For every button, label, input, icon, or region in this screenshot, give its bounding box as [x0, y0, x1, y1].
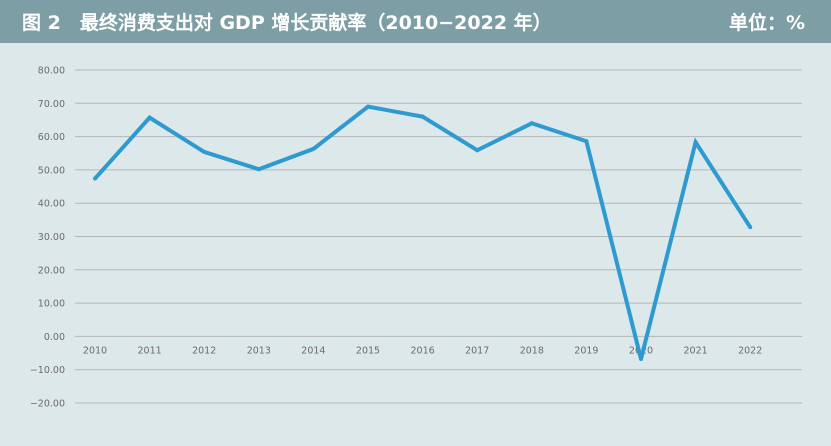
x-tick-label: 2010 — [83, 345, 107, 356]
x-tick-label: 2013 — [247, 345, 271, 356]
x-tick-label: 2017 — [465, 345, 489, 356]
data-point — [256, 167, 261, 172]
y-tick-label: 10.00 — [38, 299, 65, 310]
data-point — [147, 115, 152, 120]
chart-header: 图 2 最终消费支出对 GDP 增长贡献率（2010−2022 年） 单位：% — [0, 0, 831, 43]
data-point — [529, 121, 534, 126]
x-tick-label: 2015 — [356, 345, 380, 356]
y-tick-label: 60.00 — [38, 132, 65, 143]
chart-title: 图 2 最终消费支出对 GDP 增长贡献率（2010−2022 年） — [22, 12, 552, 34]
data-point — [639, 357, 643, 362]
data-point — [693, 140, 698, 145]
x-tick-label: 2019 — [574, 345, 598, 356]
data-point — [584, 139, 589, 144]
y-tick-label: 20.00 — [38, 265, 65, 276]
data-point — [748, 225, 753, 230]
x-tick-label: 2011 — [138, 345, 162, 356]
chart-area: 80.00 70.00 60.00 50.00 40.00 30.00 20.00 10.00… — [0, 43, 831, 442]
data-point — [93, 176, 97, 181]
line-chart: 80.00 70.00 60.00 50.00 40.00 30.00 20.00 10.00… — [30, 66, 802, 410]
series-line — [93, 104, 752, 360]
y-axis-ticks: 80.00 70.00 60.00 50.00 40.00 30.00 20.00 10.00… — [30, 66, 65, 410]
unit-label: 单位：% — [728, 12, 805, 34]
y-tick-label: −20.00 — [30, 399, 65, 410]
data-point — [202, 149, 207, 154]
data-point — [311, 146, 316, 151]
x-tick-label: 2021 — [684, 345, 708, 356]
x-tick-label: 2018 — [520, 345, 544, 356]
y-tick-label: −10.00 — [30, 365, 65, 376]
x-axis-ticks: 2010 2011 2012 2013 2014 2015 2016 2017 2018 2019… — [83, 345, 762, 356]
x-tick-label: 2012 — [192, 345, 216, 356]
x-tick-label: 2016 — [411, 345, 435, 356]
y-tick-label: 70.00 — [38, 99, 65, 110]
series-layer — [93, 104, 753, 362]
data-point — [420, 114, 425, 119]
grid-lines — [75, 69, 802, 404]
y-tick-label: 50.00 — [38, 165, 65, 176]
x-tick-label: 2014 — [301, 345, 325, 356]
y-tick-label: 80.00 — [38, 66, 65, 77]
y-tick-label: 0.00 — [44, 332, 65, 343]
y-tick-label: 40.00 — [38, 199, 65, 210]
y-tick-label: 30.00 — [38, 232, 65, 243]
data-point — [366, 104, 370, 109]
x-tick-label: 2022 — [738, 345, 762, 356]
data-point — [475, 148, 480, 153]
